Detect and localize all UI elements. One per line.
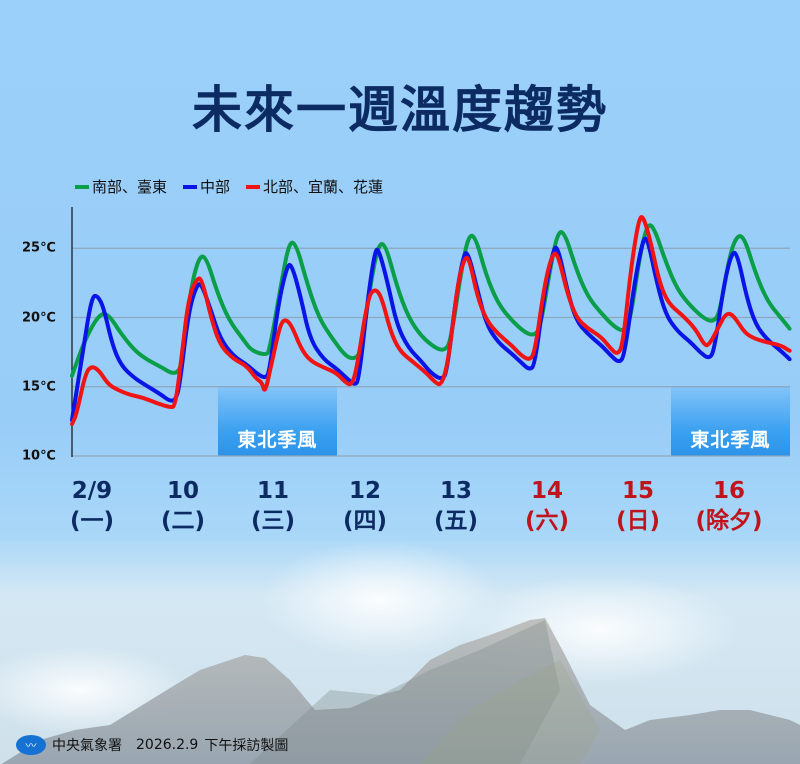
y-tick-15: 15℃ <box>22 379 56 395</box>
monsoon-band-1: 東北季風 <box>218 386 337 456</box>
page-title: 未來一週溫度趨勢 <box>192 81 608 139</box>
day-label-0: 2/9 (一) <box>69 478 115 534</box>
legend-item-central: 中部 <box>183 176 230 197</box>
y-tick-10: 10℃ <box>22 448 56 464</box>
chart-legend: 南部、臺東 中部 北部、宜蘭、花蓮 <box>75 176 383 197</box>
footer-note: 下午採訪製圖 <box>204 738 289 754</box>
day-label-4: 13 (五) <box>433 478 479 534</box>
legend-label-central: 中部 <box>200 178 231 196</box>
footer-credit: 〰 中央氣象署 2026.2.9 下午採訪製圖 <box>16 735 288 755</box>
day-label-3: 12 (四) <box>342 478 388 534</box>
y-tick-20: 20℃ <box>22 310 56 325</box>
day-label-5: 14 (六) <box>524 478 570 534</box>
legend-item-north: 北部、宜蘭、花蓮 <box>246 176 383 197</box>
day-label-6: 15 (日) <box>615 478 661 534</box>
legend-label-south: 南部、臺東 <box>92 178 168 196</box>
footer-date: 2026.2.9 <box>136 737 199 753</box>
legend-item-south: 南部、臺東 <box>75 176 167 197</box>
mountain-background <box>0 540 800 764</box>
series-line-south <box>70 223 792 378</box>
day-label-2: 11 (三) <box>250 478 296 534</box>
footer-agency: 中央氣象署 <box>52 738 122 754</box>
cwa-logo-icon: 〰 <box>16 735 46 755</box>
legend-swatch-central <box>183 184 198 189</box>
y-tick-25: 25℃ <box>22 240 56 256</box>
legend-swatch-south <box>75 184 89 189</box>
legend-swatch-north <box>246 184 261 189</box>
legend-label-north: 北部、宜蘭、花蓮 <box>263 178 384 196</box>
monsoon-band-2: 東北季風 <box>671 386 790 456</box>
x-axis-day-labels: 2/9 (一) 10 (二) 11 (三) 12 (四) 13 (五) 14 (六) 15(… <box>0 476 800 546</box>
day-label-1: 10 (二) <box>160 478 206 534</box>
day-label-7: 16 (除夕) <box>695 478 763 534</box>
